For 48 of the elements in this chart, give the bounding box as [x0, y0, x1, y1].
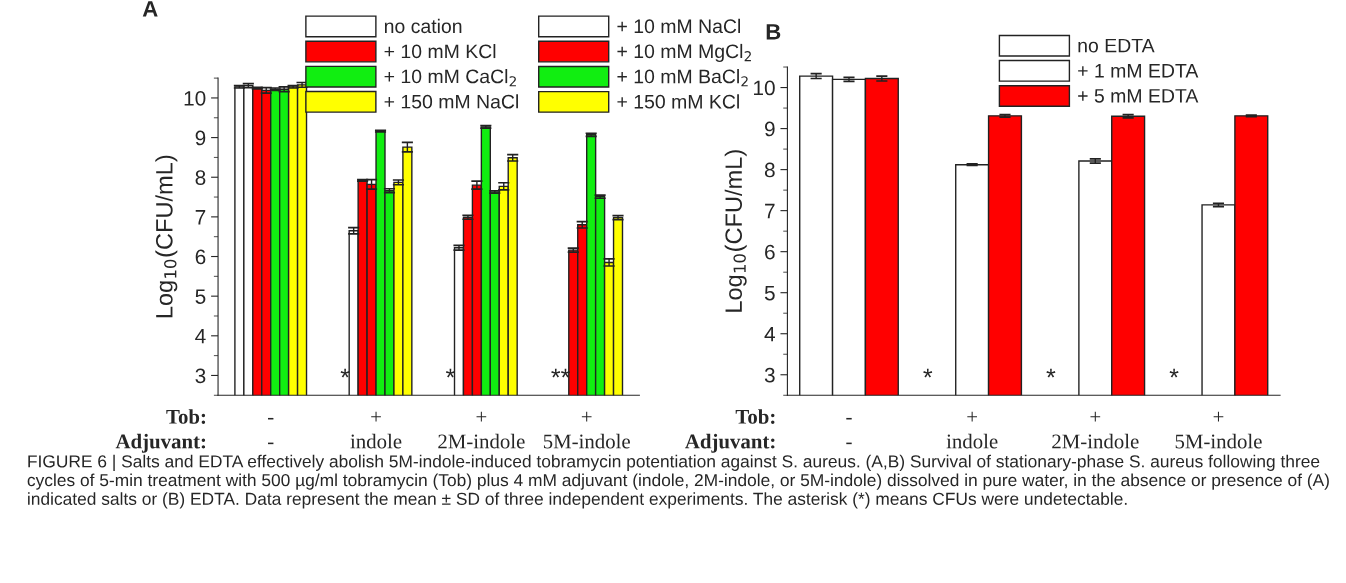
- y-tick-label: 10: [754, 80, 775, 96]
- annotation: *: [1169, 368, 1179, 378]
- y-tick-label: 3: [195, 368, 206, 384]
- y-tick-label: 7: [765, 203, 775, 219]
- y-tick-label: 7: [195, 210, 206, 225]
- text: Tob:: [166, 409, 206, 424]
- text: Tob:: [735, 409, 775, 424]
- y-tick-label: 8: [195, 170, 206, 185]
- annotation: *: [445, 368, 455, 378]
- text: Adjuvant:: [685, 433, 775, 453]
- text: Adjuvant:: [115, 433, 206, 453]
- legend-label: + 10 mM CaCl$_{2}$: [384, 69, 516, 87]
- x-tick-label: - -: [268, 417, 274, 445]
- legend-label: + 10 mM NaCl: [617, 18, 740, 34]
- y-tick-label: 9: [195, 130, 206, 146]
- x-tick-label: + indole: [946, 411, 998, 449]
- x-tick-label: + 2M-indole: [438, 411, 525, 449]
- y-axis-title: Log$_{10}$(CFU/mL): [724, 150, 747, 312]
- legend-label: + 150 mM NaCl: [384, 94, 518, 109]
- y-tick-label: 10: [184, 90, 206, 106]
- legend-label: + 10 mM KCl: [384, 43, 496, 59]
- y-tick-label: 4: [195, 329, 206, 344]
- x-tick-label: + 5M-indole: [543, 411, 630, 449]
- caption: FIGURE 6 | Salts and EDTA effectively abolish 5M-indole-induced tobramycin potentiation against S. aureus. (A,B) Survival of stationary-phase S. aureus following three cycles of 5-min treatment with 500 µg/ml tobramycin (Tob) plus 4 mM adjuvant (indole, 2M-indole, or 5M-indole) dissolved in pure water, in the absence or presence of (A) indicated salts or (B) EDTA. Data represent the mean ± SD of three independent experiments. The asterisk (*) means CFUs were undetectable.: [27, 454, 1329, 509]
- y-tick-label: 5: [195, 289, 206, 304]
- y-axis-title: Log$_{10}$(CFU/mL): [155, 155, 178, 318]
- chart-title: A: [142, 1, 158, 17]
- y-tick-label: 3: [764, 367, 775, 383]
- y-tick-label: 5: [764, 285, 775, 301]
- x-tick-label: + 2M-indole: [1052, 411, 1139, 449]
- legend-label: + 5 mM EDTA: [1078, 89, 1199, 103]
- legend-label: + 10 mM MgCl$_{2}$: [617, 43, 751, 63]
- legend-label: no cation: [384, 18, 462, 34]
- y-tick-label: 8: [764, 162, 775, 178]
- legend-label: + 150 mM KCl: [617, 94, 739, 109]
- y-tick-label: 6: [765, 244, 775, 260]
- x-tick-label: - -: [846, 417, 852, 445]
- legend-label: + 10 mM BaCl$_{2}$: [617, 69, 748, 87]
- legend-label: + 1 mM EDTA: [1078, 64, 1199, 78]
- chart-title: B: [766, 24, 781, 40]
- annotation: *: [1046, 368, 1056, 378]
- x-tick-label: + 5M-indole: [1175, 411, 1262, 449]
- y-tick-label: 6: [195, 249, 206, 265]
- annotation: *: [923, 368, 933, 378]
- y-tick-label: 4: [764, 326, 775, 342]
- legend-label: no EDTA: [1078, 38, 1155, 53]
- x-tick-label: + indole: [350, 411, 402, 449]
- y-tick-label: 9: [765, 121, 775, 137]
